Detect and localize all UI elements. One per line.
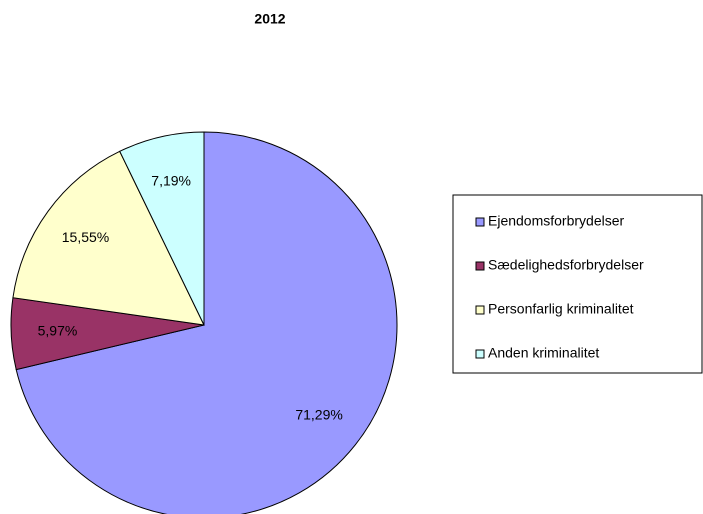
legend-swatch bbox=[475, 305, 485, 315]
pie-slice bbox=[12, 150, 205, 326]
data-label: 7,19% bbox=[151, 173, 191, 189]
pie-slice bbox=[119, 131, 205, 326]
data-label: 71,29% bbox=[295, 407, 342, 423]
legend-swatch bbox=[475, 261, 485, 271]
legend-label: Personfarlig kriminalitet bbox=[488, 301, 634, 317]
legend-swatch bbox=[475, 349, 485, 359]
legend-label: Anden kriminalitet bbox=[488, 345, 599, 361]
data-label: 15,55% bbox=[62, 229, 109, 245]
legend-label: Ejendomsforbrydelser bbox=[488, 213, 625, 229]
chart-title: 2012 bbox=[254, 11, 285, 27]
data-label: 5,97% bbox=[38, 322, 78, 338]
legend-swatch bbox=[475, 217, 485, 227]
pie-slice bbox=[15, 131, 398, 514]
legend-label: Sædelighedsforbrydelser bbox=[488, 257, 644, 273]
legend-box bbox=[452, 194, 703, 374]
